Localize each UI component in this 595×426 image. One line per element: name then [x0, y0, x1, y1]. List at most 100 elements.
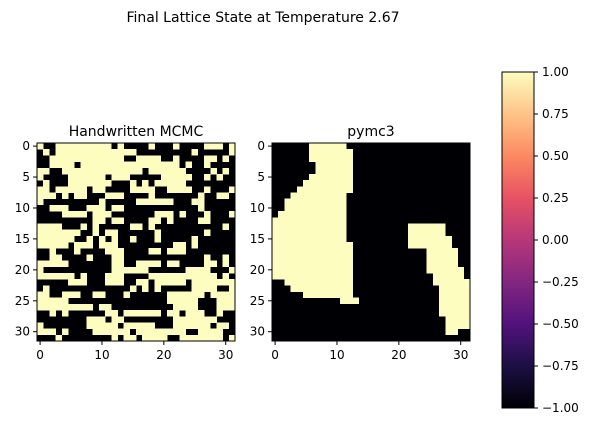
lattice-cell-up	[302, 217, 310, 224]
lattice-cell-up	[67, 161, 75, 169]
lattice-cell-up	[228, 143, 236, 150]
lattice-cell-up	[222, 291, 230, 299]
lattice-cell-up	[55, 149, 63, 156]
lattice-cell-up	[136, 198, 143, 206]
colorbar-tick-label: −0.25	[542, 275, 579, 289]
lattice-cell-up	[49, 242, 56, 249]
lattice-cell-up	[290, 204, 298, 212]
lattice-cell-up	[160, 211, 168, 218]
lattice-cell-up	[327, 272, 335, 280]
lattice-cell-up	[284, 272, 291, 280]
lattice-cell-up	[302, 192, 310, 200]
lattice-cell-up	[327, 167, 335, 175]
lattice-cell-up	[333, 198, 341, 206]
lattice-cell-up	[111, 192, 118, 200]
lattice-cell-up	[173, 186, 180, 193]
lattice-cell-up	[228, 211, 236, 218]
lattice-cell-up	[426, 248, 434, 255]
lattice-cell-up	[98, 204, 106, 212]
lattice-cell-up	[179, 303, 186, 311]
lattice-cell-up	[296, 260, 304, 268]
lattice-cell-up	[309, 155, 316, 162]
lattice-cell-up	[284, 229, 291, 237]
lattice-cell-up	[222, 223, 230, 230]
lattice-cell-up	[321, 260, 329, 268]
lattice-cell-up	[197, 316, 205, 323]
lattice-cell-up	[445, 297, 452, 305]
lattice-cell-up	[340, 149, 347, 156]
lattice-cell-up	[327, 248, 335, 255]
lattice-cell-up	[346, 279, 353, 286]
lattice-cell-up	[197, 310, 205, 317]
lattice-cell-up	[61, 235, 69, 243]
lattice-cell-up	[284, 217, 291, 224]
lattice-cell-up	[290, 235, 298, 243]
lattice-cell-up	[142, 322, 149, 329]
lattice-cell-up	[204, 217, 211, 224]
lattice-cell-up	[439, 310, 446, 317]
lattice-cell-up	[148, 248, 155, 255]
lattice-cell-up	[321, 180, 329, 187]
lattice-cell-up	[327, 266, 335, 274]
lattice-cell-up	[321, 242, 329, 249]
lattice-cell-up	[92, 167, 100, 175]
lattice-cell-up	[43, 149, 50, 156]
lattice-cell-up	[457, 279, 465, 286]
lattice-cell-up	[321, 217, 329, 224]
lattice-cell-up	[185, 297, 193, 305]
lattice-cell-up	[414, 223, 421, 230]
lattice-cell-up	[284, 266, 291, 274]
y-tick-label: 25	[15, 294, 30, 308]
lattice-cell-up	[290, 223, 298, 230]
lattice-cell-up	[111, 328, 118, 336]
lattice-cell-up	[98, 242, 106, 249]
lattice-cell-up	[92, 149, 100, 156]
lattice-cell-up	[333, 204, 341, 212]
lattice-cell-up	[302, 229, 310, 237]
lattice-cell-up	[321, 204, 329, 212]
lattice-cell-up	[302, 223, 310, 230]
lattice-cell-up	[321, 173, 329, 181]
lattice-cell-up	[228, 285, 236, 292]
lattice-cell-up	[117, 260, 124, 268]
y-tick-label: 15	[15, 232, 30, 246]
lattice-cell-up	[98, 173, 106, 181]
lattice-cell-up	[179, 186, 186, 193]
lattice-cell-up	[309, 260, 316, 268]
lattice-cell-up	[346, 266, 353, 274]
lattice-cell-up	[315, 192, 322, 200]
y-tick-label: 10	[15, 201, 30, 215]
lattice-cell-up	[37, 272, 44, 280]
lattice-cell-up	[61, 328, 69, 336]
lattice-cell-up	[154, 248, 162, 255]
lattice-cell-up	[166, 198, 174, 206]
lattice-cell-up	[340, 186, 347, 193]
lattice-cell-up	[445, 242, 452, 249]
lattice-cell-up	[346, 149, 353, 156]
lattice-cell-up	[228, 266, 236, 274]
lattice-cell-up	[74, 143, 81, 150]
lattice-cell-up	[302, 266, 310, 274]
lattice-cell-up	[55, 186, 63, 193]
x-tick-label: 10	[94, 348, 109, 362]
lattice-cell-up	[61, 167, 69, 175]
lattice-cell-up	[302, 211, 310, 218]
lattice-cell-up	[49, 192, 56, 200]
lattice-cell-up	[346, 272, 353, 280]
lattice-cell-up	[204, 285, 211, 292]
lattice-cell-up	[426, 235, 434, 243]
lattice-cell-up	[105, 279, 112, 286]
lattice-cell-up	[80, 279, 87, 286]
lattice-cell-up	[191, 291, 199, 299]
lattice-cell-up	[67, 186, 75, 193]
lattice-cell-up	[414, 235, 421, 243]
lattice-cell-up	[80, 161, 87, 169]
x-tick-label: 0	[271, 348, 279, 362]
lattice-cell-up	[129, 334, 137, 342]
lattice-cell-up	[80, 167, 87, 175]
lattice-cell-up	[136, 310, 143, 317]
lattice-cell-up	[191, 334, 199, 342]
lattice-cell-up	[43, 223, 50, 230]
lattice-cell-up	[216, 143, 223, 150]
lattice-cell-up	[451, 272, 458, 280]
